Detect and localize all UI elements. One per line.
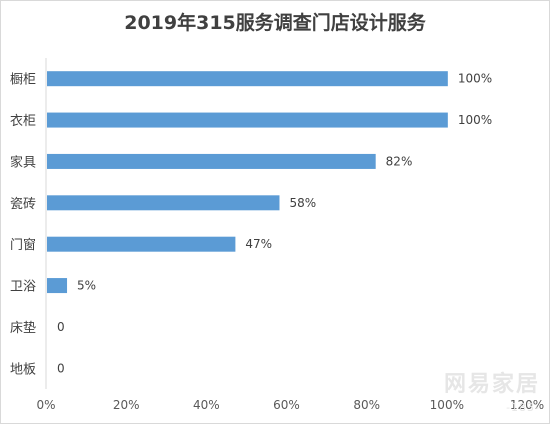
category-label-3: 瓷砖: [10, 197, 36, 212]
data-label-0: 100%: [458, 72, 492, 86]
x-tick-label-5: 100%: [430, 398, 464, 412]
chart-title: 2019年315服务调查门店设计服务: [124, 12, 426, 34]
bar-1: [47, 112, 448, 128]
watermark-subtext: -183-: [506, 401, 540, 414]
x-tick-label-6: 120%: [510, 398, 544, 412]
bar-5: [47, 278, 68, 294]
x-tick-label-1: 20%: [113, 398, 140, 412]
x-tick-label-0: 0%: [36, 398, 55, 412]
data-label-3: 58%: [289, 196, 316, 210]
x-tick-label-4: 80%: [353, 398, 380, 412]
bar-2: [47, 153, 376, 169]
x-tick-label-2: 40%: [193, 398, 220, 412]
bar-3: [47, 195, 280, 211]
category-label-1: 衣柜: [10, 113, 36, 129]
category-label-0: 橱柜: [10, 73, 36, 88]
watermark-logo: 网易家居: [443, 372, 540, 397]
bar-0: [47, 71, 448, 87]
category-label-4: 门窗: [10, 237, 36, 253]
bar-4: [47, 236, 236, 252]
data-label-5: 5%: [77, 279, 96, 293]
category-label-7: 地板: [10, 362, 36, 377]
data-label-6: 0: [57, 320, 65, 334]
category-label-6: 床垫: [10, 320, 36, 336]
category-label-2: 家具: [10, 154, 36, 170]
x-tick-label-3: 60%: [273, 398, 300, 412]
data-label-2: 82%: [386, 154, 413, 168]
category-label-5: 卫浴: [10, 280, 36, 295]
data-label-1: 100%: [458, 113, 492, 127]
data-label-7: 0: [57, 361, 65, 375]
data-label-4: 47%: [245, 237, 272, 251]
